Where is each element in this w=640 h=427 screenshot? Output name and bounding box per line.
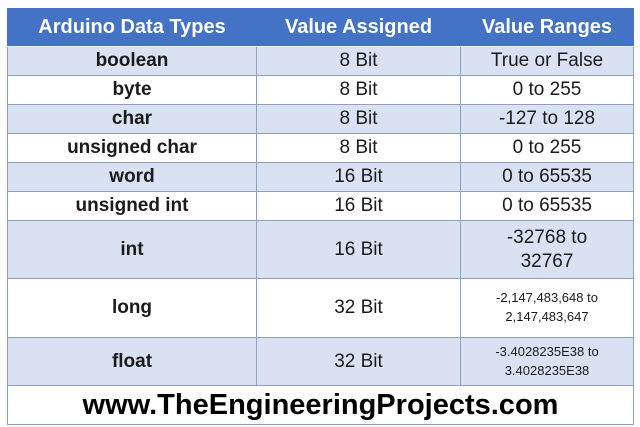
row-float: float 32 Bit -3.4028235E38 to 3.4028235E… <box>7 337 634 386</box>
row-char: char 8 Bit -127 to 128 <box>7 104 634 134</box>
footer-row: www.TheEngineeringProjects.com <box>7 385 634 425</box>
header-data-types: Arduino Data Types <box>7 8 257 47</box>
cell-bits: 8 Bit <box>256 75 461 105</box>
cell-range: 0 to 65535 <box>460 191 634 221</box>
header-row: Arduino Data Types Value Assigned Value … <box>7 8 634 47</box>
cell-type: unsigned char <box>7 133 257 163</box>
cell-type: int <box>7 220 257 279</box>
row-unsigned-int: unsigned int 16 Bit 0 to 65535 <box>7 191 634 221</box>
cell-type: long <box>7 278 257 338</box>
website-url: www.TheEngineeringProjects.com <box>7 385 634 425</box>
row-int: int 16 Bit -32768 to 32767 <box>7 220 634 279</box>
cell-bits: 8 Bit <box>256 46 461 76</box>
cell-range: 0 to 255 <box>460 75 634 105</box>
cell-range: -127 to 128 <box>460 104 634 134</box>
cell-bits: 16 Bit <box>256 191 461 221</box>
row-byte: byte 8 Bit 0 to 255 <box>7 75 634 105</box>
cell-range: -3.4028235E38 to 3.4028235E38 <box>460 337 634 386</box>
row-word: word 16 Bit 0 to 65535 <box>7 162 634 192</box>
cell-bits: 8 Bit <box>256 104 461 134</box>
cell-type: float <box>7 337 257 386</box>
cell-type: word <box>7 162 257 192</box>
cell-bits: 16 Bit <box>256 162 461 192</box>
cell-type: boolean <box>7 46 257 76</box>
cell-range: -2,147,483,648 to 2,147,483,647 <box>460 278 634 338</box>
cell-bits: 8 Bit <box>256 133 461 163</box>
cell-range: 0 to 255 <box>460 133 634 163</box>
cell-bits: 16 Bit <box>256 220 461 279</box>
row-long: long 32 Bit -2,147,483,648 to 2,147,483,… <box>7 278 634 338</box>
cell-range: True or False <box>460 46 634 76</box>
cell-bits: 32 Bit <box>256 278 461 338</box>
row-boolean: boolean 8 Bit True or False <box>7 46 634 76</box>
cell-range: 0 to 65535 <box>460 162 634 192</box>
arduino-data-types-table: Arduino Data Types Value Assigned Value … <box>7 8 634 425</box>
cell-type: char <box>7 104 257 134</box>
row-unsigned-char: unsigned char 8 Bit 0 to 255 <box>7 133 634 163</box>
cell-range: -32768 to 32767 <box>460 220 634 279</box>
cell-type: unsigned int <box>7 191 257 221</box>
cell-bits: 32 Bit <box>256 337 461 386</box>
cell-type: byte <box>7 75 257 105</box>
header-value-ranges: Value Ranges <box>460 8 634 47</box>
header-value-assigned: Value Assigned <box>256 8 461 47</box>
